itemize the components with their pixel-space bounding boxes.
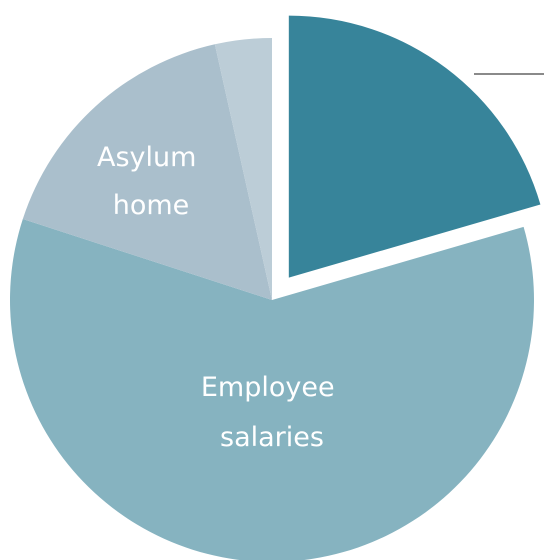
pie-slice	[10, 219, 534, 560]
slice-label-asylum-home: Asylum home	[97, 142, 205, 221]
slice-label-line: home	[113, 190, 190, 221]
pie-slice	[214, 38, 272, 300]
slice-label-line: Asylum	[97, 142, 196, 173]
pie-slice	[22, 44, 272, 300]
pie-slices	[10, 15, 541, 560]
pie-slice	[288, 15, 541, 278]
slice-label-line: Employee	[201, 372, 335, 403]
slice-label-line: salaries	[220, 422, 324, 453]
pie-labels: Employee salaries Asylum home	[97, 142, 343, 453]
slice-label-employee-salaries: Employee salaries	[201, 372, 343, 453]
